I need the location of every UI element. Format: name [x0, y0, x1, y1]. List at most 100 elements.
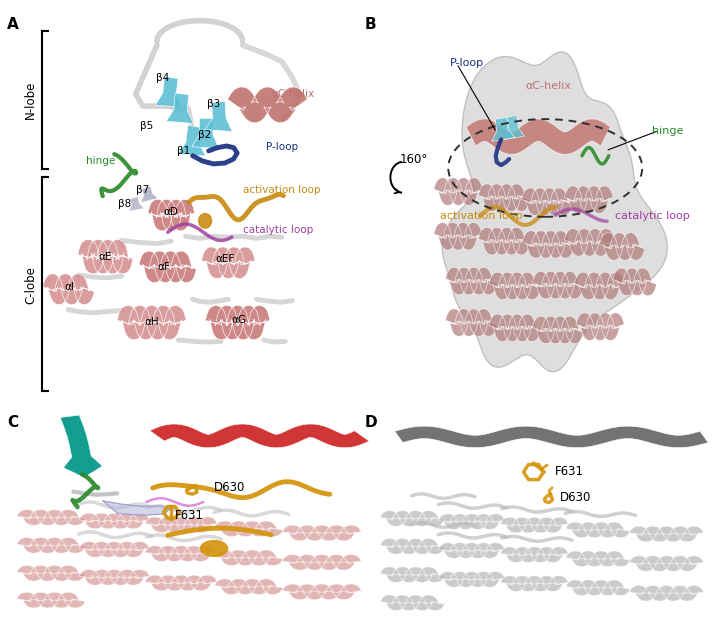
Polygon shape: [532, 316, 583, 344]
Text: αI: αI: [65, 282, 75, 292]
Text: αF: αF: [158, 262, 171, 272]
Polygon shape: [145, 546, 217, 562]
Polygon shape: [78, 239, 133, 274]
Polygon shape: [17, 538, 85, 553]
Polygon shape: [103, 501, 169, 515]
Polygon shape: [438, 514, 505, 530]
Text: β1: β1: [177, 146, 190, 156]
Polygon shape: [214, 550, 283, 566]
Polygon shape: [192, 118, 219, 148]
Polygon shape: [442, 52, 667, 372]
Polygon shape: [166, 93, 193, 123]
Polygon shape: [522, 188, 572, 215]
Polygon shape: [492, 117, 515, 141]
Polygon shape: [380, 595, 445, 610]
Text: catalytic loop: catalytic loop: [616, 211, 690, 221]
Polygon shape: [478, 227, 530, 255]
Polygon shape: [79, 570, 150, 585]
Polygon shape: [282, 555, 361, 570]
Polygon shape: [60, 415, 103, 478]
Text: activation loop: activation loop: [243, 185, 320, 195]
Text: αEF: αEF: [215, 254, 234, 264]
Polygon shape: [17, 510, 85, 525]
Text: activation loop: activation loop: [440, 211, 523, 221]
Text: β2: β2: [198, 130, 212, 140]
Polygon shape: [117, 305, 186, 340]
Polygon shape: [500, 547, 569, 563]
Polygon shape: [566, 551, 630, 567]
Polygon shape: [380, 511, 445, 526]
Text: αG: αG: [231, 315, 246, 325]
Text: αE: αE: [99, 252, 112, 262]
Polygon shape: [532, 271, 583, 299]
Text: hinge: hinge: [86, 156, 115, 166]
Text: C: C: [7, 415, 19, 430]
Polygon shape: [564, 228, 615, 256]
Polygon shape: [434, 222, 482, 250]
Polygon shape: [145, 575, 217, 591]
Polygon shape: [79, 513, 150, 529]
Polygon shape: [566, 522, 630, 538]
Polygon shape: [478, 184, 530, 212]
Polygon shape: [148, 199, 195, 231]
Polygon shape: [500, 576, 569, 592]
Circle shape: [198, 213, 212, 228]
Text: D630: D630: [561, 491, 592, 505]
Polygon shape: [630, 556, 704, 572]
Polygon shape: [600, 233, 645, 260]
Text: β7: β7: [136, 185, 150, 195]
Polygon shape: [438, 543, 505, 558]
Polygon shape: [576, 313, 624, 341]
Polygon shape: [150, 424, 369, 448]
Text: A: A: [7, 17, 19, 31]
Circle shape: [201, 541, 228, 557]
Text: β3: β3: [207, 99, 221, 109]
Text: C-lobe: C-lobe: [24, 266, 37, 304]
Polygon shape: [566, 580, 630, 595]
Polygon shape: [489, 314, 541, 342]
Polygon shape: [145, 517, 217, 533]
Text: catalytic loop: catalytic loop: [243, 225, 313, 235]
Text: αD: αD: [164, 207, 179, 217]
Polygon shape: [395, 426, 708, 448]
Text: αC-helix: αC-helix: [525, 81, 571, 91]
Polygon shape: [140, 186, 158, 203]
Polygon shape: [446, 309, 497, 336]
Polygon shape: [574, 272, 624, 300]
Polygon shape: [282, 584, 361, 600]
Polygon shape: [446, 267, 497, 295]
Polygon shape: [380, 538, 445, 554]
Polygon shape: [438, 572, 505, 587]
Text: P-loop: P-loop: [265, 142, 298, 151]
Polygon shape: [17, 592, 85, 608]
Polygon shape: [282, 525, 361, 541]
Text: D: D: [365, 415, 377, 430]
Polygon shape: [613, 268, 656, 295]
Polygon shape: [630, 526, 704, 542]
Polygon shape: [380, 567, 445, 583]
Text: β8: β8: [119, 199, 132, 208]
Polygon shape: [214, 521, 283, 536]
Polygon shape: [564, 186, 613, 213]
Polygon shape: [523, 230, 574, 259]
Text: B: B: [365, 17, 377, 31]
Polygon shape: [630, 585, 704, 601]
Polygon shape: [500, 517, 569, 533]
Polygon shape: [43, 274, 95, 305]
Text: F631: F631: [174, 509, 204, 522]
Polygon shape: [156, 76, 182, 107]
Polygon shape: [228, 87, 308, 123]
Polygon shape: [434, 178, 483, 205]
Text: hinge: hinge: [652, 126, 683, 135]
Text: β5: β5: [140, 121, 153, 131]
Text: N-lobe: N-lobe: [24, 81, 37, 119]
Polygon shape: [201, 247, 255, 279]
Polygon shape: [505, 115, 524, 140]
Polygon shape: [205, 101, 232, 131]
Text: F631: F631: [555, 464, 585, 478]
Polygon shape: [214, 579, 283, 595]
Polygon shape: [178, 125, 206, 156]
Polygon shape: [139, 251, 196, 283]
Text: 160°: 160°: [400, 153, 428, 165]
Text: P-loop: P-loop: [450, 58, 484, 68]
